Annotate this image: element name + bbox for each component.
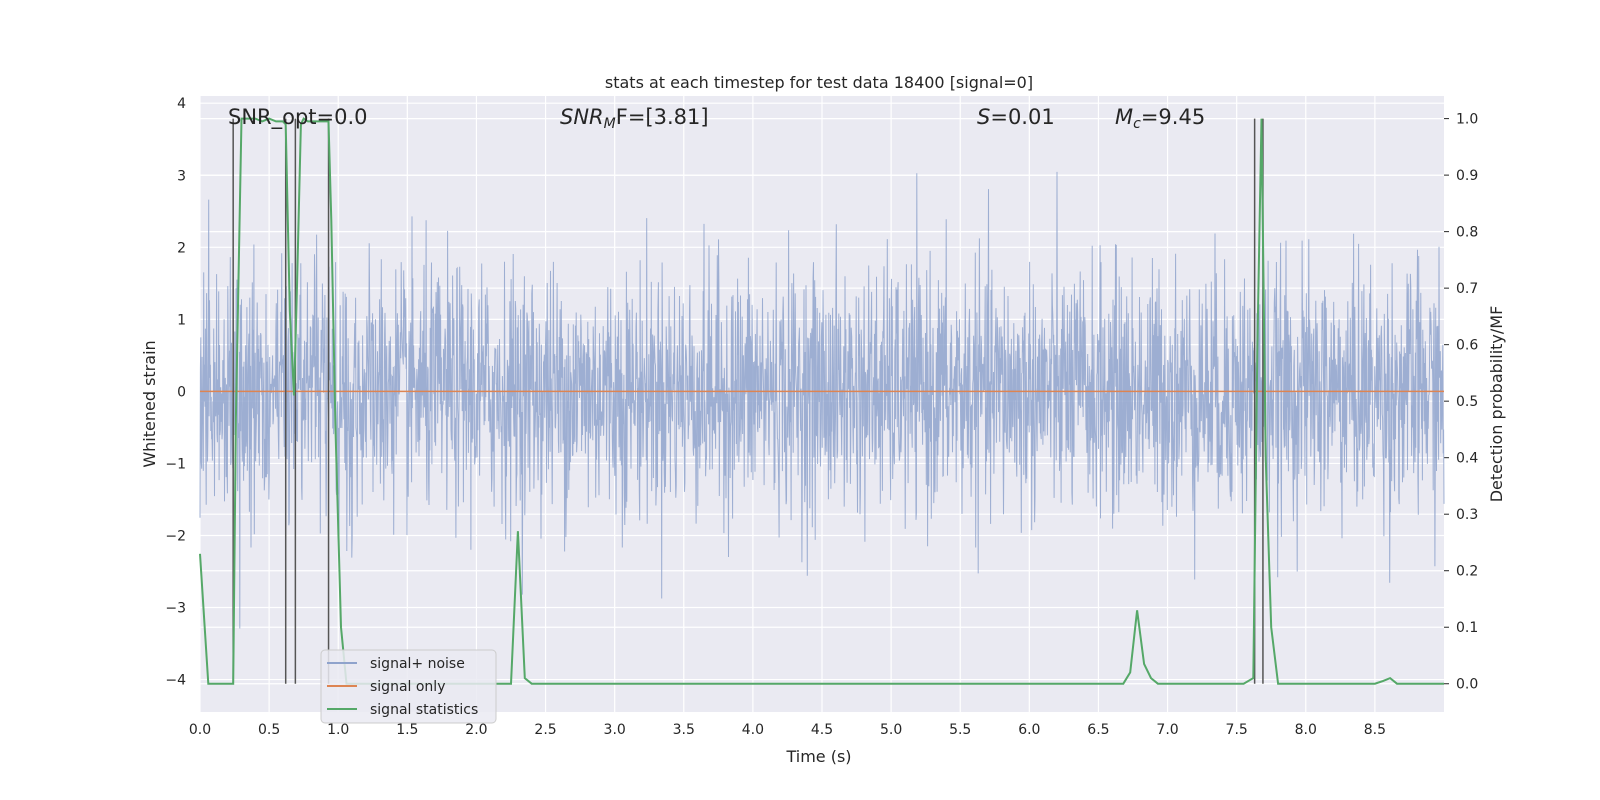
series-signal-noise <box>199 171 1445 629</box>
annotation-snr-mf: SNRMF=[3.81] <box>560 105 709 132</box>
annotation-snr-mf-tail: F=[3.81] <box>616 105 709 129</box>
y2-tick-label: 0.2 <box>1456 564 1478 580</box>
y2-tick-label: 0.1 <box>1456 620 1478 636</box>
x-tick-label: 2.0 <box>465 722 487 738</box>
x-tick-label: 1.5 <box>396 722 418 738</box>
x-tick-labels: 0.0 0.5 1.0 1.5 2.0 2.5 3.0 3.5 4.0 4.5 5.0 5.5 6.0 6… <box>189 722 1386 738</box>
y-tick-label: 0 <box>177 384 186 400</box>
legend-label-signal-statistics: signal statistics <box>370 702 478 718</box>
x-axis-label: Time (s) <box>785 747 851 766</box>
legend: signal+ noise signal only signal statist… <box>320 649 497 724</box>
y2-tick-label: 1.0 <box>1456 112 1478 128</box>
annotation-snr-mf-main: SNR <box>560 105 604 129</box>
annotation-snr-opt: SNR_opt=0.0 <box>228 105 368 130</box>
y2-tick-label: 0.4 <box>1456 451 1478 467</box>
x-tick-label: 3.0 <box>604 722 626 738</box>
y2-axis-label: Detection probability/MF <box>1487 306 1506 503</box>
y2-tick-label: 0.6 <box>1456 338 1478 354</box>
y-tick-label: 1 <box>177 312 186 328</box>
y2-tick-label: 0.7 <box>1456 281 1478 297</box>
series-signal-statistics <box>199 117 1444 685</box>
x-tick-label: 8.5 <box>1364 722 1386 738</box>
legend-label-signal-noise: signal+ noise <box>370 656 465 672</box>
y-tick-label: −1 <box>165 456 186 472</box>
y2-tick-label: 0.3 <box>1456 507 1478 523</box>
y2-tick-label: 0.5 <box>1456 394 1478 410</box>
legend-box <box>320 649 497 724</box>
y-tick-label: −2 <box>165 528 186 544</box>
y-tick-label: 2 <box>177 240 186 256</box>
x-tick-label: 5.5 <box>949 722 971 738</box>
y-tick-label: −4 <box>165 673 186 689</box>
stats-line <box>199 117 1444 685</box>
annotation-mc-sub: c <box>1133 116 1141 132</box>
x-tick-label: 0.0 <box>189 722 211 738</box>
y2-tick-label: 0.9 <box>1456 168 1478 184</box>
x-tick-label: 5.0 <box>880 722 902 738</box>
x-tick-label: 1.0 <box>327 722 349 738</box>
x-tick-label: 2.5 <box>534 722 556 738</box>
y2-tick-labels: 1.0 0.9 0.8 0.7 0.6 0.5 0.4 0.3 0.2 0.1 0.0 <box>1456 112 1478 693</box>
annotation-snr-mf-sub: M <box>604 116 616 132</box>
annotation-s-tail: =0.01 <box>990 105 1054 129</box>
x-tick-label: 4.0 <box>742 722 764 738</box>
x-tick-label: 0.5 <box>258 722 280 738</box>
x-tick-label: 8.0 <box>1295 722 1317 738</box>
annotation-mc-tail: =9.45 <box>1141 105 1205 129</box>
y-axis-label: Whitened strain <box>140 340 159 467</box>
annotation-s-main: S <box>977 105 990 129</box>
x-tick-label: 6.5 <box>1087 722 1109 738</box>
y2-tick-label: 0.0 <box>1456 677 1478 693</box>
y-tick-label: 4 <box>177 96 186 112</box>
x-tick-label: 7.0 <box>1156 722 1178 738</box>
annotation-s: S=0.01 <box>977 105 1055 129</box>
y-tick-label: −3 <box>165 601 186 617</box>
noise-line <box>199 171 1445 629</box>
y2-tick-label: 0.8 <box>1456 225 1478 241</box>
legend-label-signal-only: signal only <box>370 679 445 695</box>
y-tick-labels: 4 3 2 1 0 −1 −2 −3 −4 <box>165 96 186 688</box>
x-tick-label: 6.0 <box>1018 722 1040 738</box>
x-tick-label: 7.5 <box>1226 722 1248 738</box>
x-tick-label: 4.5 <box>811 722 833 738</box>
y-tick-label: 3 <box>177 168 186 184</box>
chart-title: stats at each timestep for test data 184… <box>605 73 1033 92</box>
annotation-mc-main: M <box>1115 105 1133 129</box>
annotation-mc: Mc=9.45 <box>1115 105 1205 132</box>
x-tick-label: 3.5 <box>673 722 695 738</box>
